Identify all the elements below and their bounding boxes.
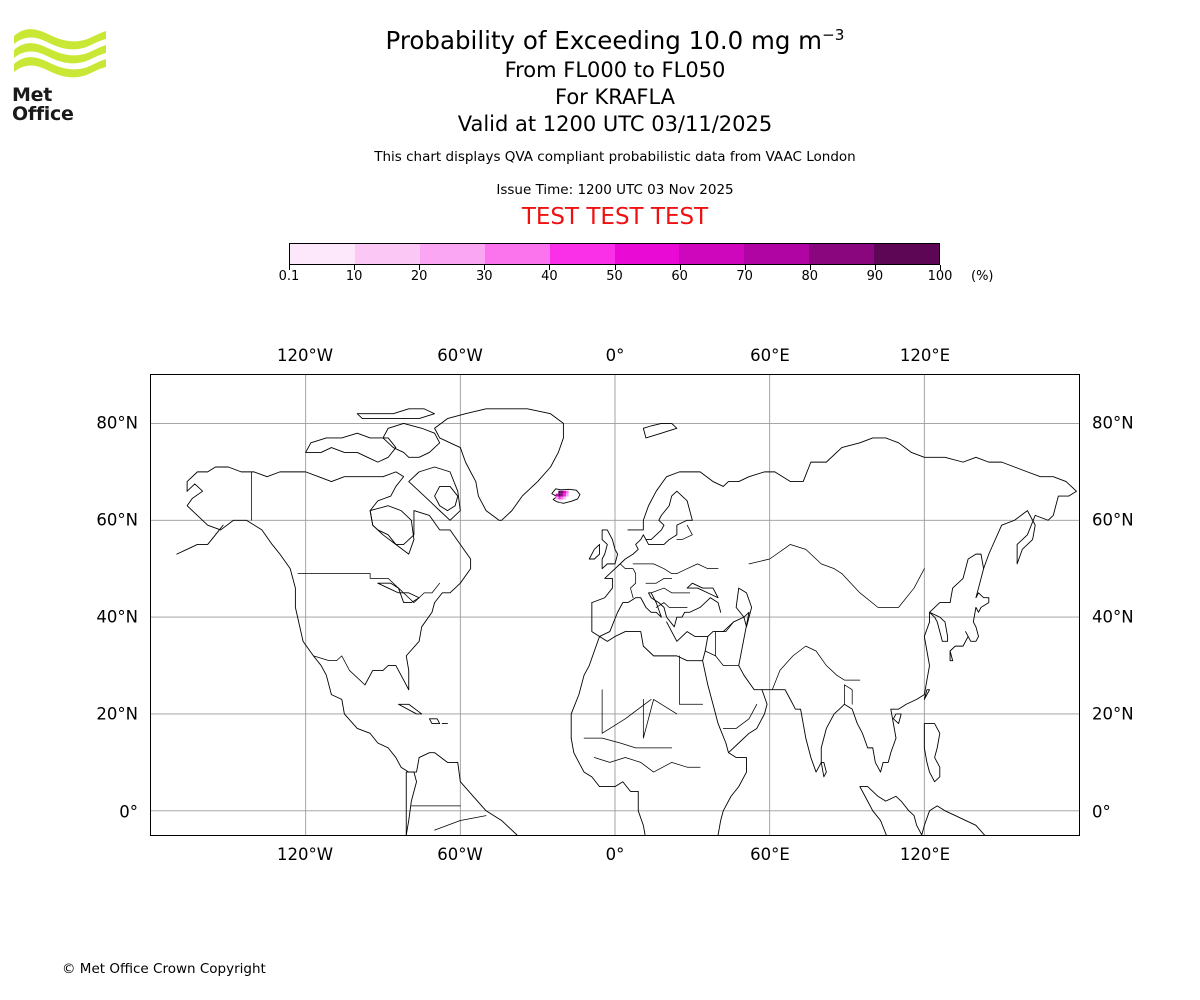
plume-cell: [558, 496, 561, 500]
colorbar-tick-label-20: 20: [410, 269, 428, 284]
ash-plume-overlay: [555, 490, 569, 503]
map-gridlines: [151, 375, 1079, 835]
test-banner: TEST TEST TEST: [521, 204, 709, 230]
y-axis-left-label-60°N: 60°N: [96, 510, 138, 530]
met-office-logo: Met Office: [12, 26, 112, 124]
plume-cell: [560, 496, 564, 500]
x-axis-bottom-label-60°W: 60°W: [437, 845, 483, 864]
colorbar-tick-label-60: 60: [671, 269, 688, 284]
met-office-wordmark: Met Office: [12, 84, 74, 125]
y-axis-right-label-80°N: 80°N: [1092, 413, 1134, 433]
colorbar-tick-label-0.1: 0.1: [278, 269, 300, 284]
map-canvas: [151, 375, 1079, 835]
plume-cell: [558, 493, 561, 497]
colorbar-tick-label-30: 30: [476, 269, 493, 284]
colorbar-tick-9: [874, 265, 876, 270]
plume-cell: [555, 496, 559, 500]
met-office-wave-icon: [14, 29, 106, 78]
colorbar-segment-1: [354, 244, 420, 264]
y-axis-left-label-40°N: 40°N: [96, 607, 138, 627]
colorbar-tick-label-10: 10: [345, 269, 363, 284]
colorbar-segment-2: [419, 244, 485, 264]
x-axis-top-label-60°E: 60°E: [750, 346, 790, 365]
colorbar-gradient: [289, 243, 940, 265]
title-valid-time: Valid at 1200 UTC 03/11/2025: [457, 112, 773, 136]
y-axis-left-label-80°N: 80°N: [96, 413, 138, 433]
x-axis-top-label-60°W: 60°W: [437, 346, 483, 365]
plume-cell: [560, 493, 564, 497]
colorbar-tick-label-80: 80: [801, 269, 819, 284]
x-axis-bottom-label-0°: 0°: [605, 845, 625, 864]
x-axis-bottom-label-60°E: 60°E: [750, 845, 790, 864]
colorbar-tick-3: [484, 265, 486, 270]
plume-cell: [555, 493, 559, 497]
colorbar-units-label: (%): [971, 269, 994, 284]
colorbar-tick-5: [614, 265, 616, 270]
map-coastlines: [176, 408, 1077, 835]
y-axis-right-label-0°: 0°: [1092, 802, 1111, 822]
plume-cell: [560, 490, 564, 494]
colorbar-segment-5: [614, 244, 680, 264]
colorbar-tick-label-90: 90: [866, 269, 884, 284]
y-axis-left-label-20°N: 20°N: [96, 704, 138, 724]
plume-cell: [558, 490, 561, 494]
colorbar-tick-label-40: 40: [541, 269, 558, 284]
colorbar-tick-label-70: 70: [736, 269, 753, 284]
colorbar-tick-label-100: 100: [927, 269, 953, 284]
y-axis-right-label-20°N: 20°N: [1092, 704, 1134, 724]
colorbar-tick-label-50: 50: [606, 269, 623, 284]
title-flight-levels: From FL000 to FL050: [504, 58, 726, 82]
colorbar-segment-0: [290, 244, 355, 264]
probability-colorbar: 0.1 10 20 30 40 50 60 70 80 90 100: [279, 243, 952, 284]
colorbar-segment-8: [809, 244, 875, 264]
chart-title-block: Probability of Exceeding 10.0 mg m−3 Fro…: [0, 24, 1200, 232]
colorbar-tick-6: [679, 265, 681, 270]
y-axis-left-label-0°: 0°: [119, 802, 138, 822]
colorbar-segment-7: [744, 244, 810, 264]
plume-cell: [563, 490, 567, 494]
y-axis-right-label-60°N: 60°N: [1092, 510, 1134, 530]
plume-cell: [566, 493, 569, 497]
x-axis-bottom-label-120°E: 120°E: [899, 845, 951, 864]
plume-cell: [559, 499, 563, 503]
qva-compliance-note: This chart displays QVA compliant probab…: [374, 149, 856, 165]
y-axis-right-label-40°N: 40°N: [1092, 607, 1134, 627]
plume-cell: [563, 493, 567, 497]
colorbar-segment-9: [874, 244, 940, 264]
colorbar-tick-2: [419, 265, 421, 270]
x-axis-bottom-label-120°W: 120°W: [276, 845, 334, 864]
colorbar-tick-7: [744, 265, 746, 270]
title-main-text: Probability of Exceeding 10.0 mg m: [385, 26, 823, 55]
plume-cell: [563, 496, 567, 500]
colorbar-tick-8: [809, 265, 811, 270]
copyright-notice: © Met Office Crown Copyright: [62, 961, 266, 977]
colorbar-tick-1: [354, 265, 356, 270]
title-volcano-name: For KRAFLA: [555, 85, 675, 109]
x-axis-top-label-120°W: 120°W: [276, 346, 334, 365]
colorbar-tick-4: [549, 265, 551, 270]
page-title: Probability of Exceeding 10.0 mg m−3: [30, 24, 1200, 57]
colorbar-segment-6: [679, 244, 745, 264]
colorbar-tick-0: [289, 265, 290, 270]
title-exponent: −3: [822, 25, 845, 44]
colorbar-segment-3: [484, 244, 550, 264]
issue-time-label: Issue Time: 1200 UTC 03 Nov 2025: [496, 182, 734, 198]
colorbar-tick-10: [940, 265, 941, 270]
world-map-panel[interactable]: [150, 374, 1080, 836]
plume-cell: [566, 490, 569, 494]
colorbar-segment-4: [549, 244, 615, 264]
x-axis-top-label-0°: 0°: [605, 346, 625, 365]
x-axis-top-label-120°E: 120°E: [899, 346, 951, 365]
